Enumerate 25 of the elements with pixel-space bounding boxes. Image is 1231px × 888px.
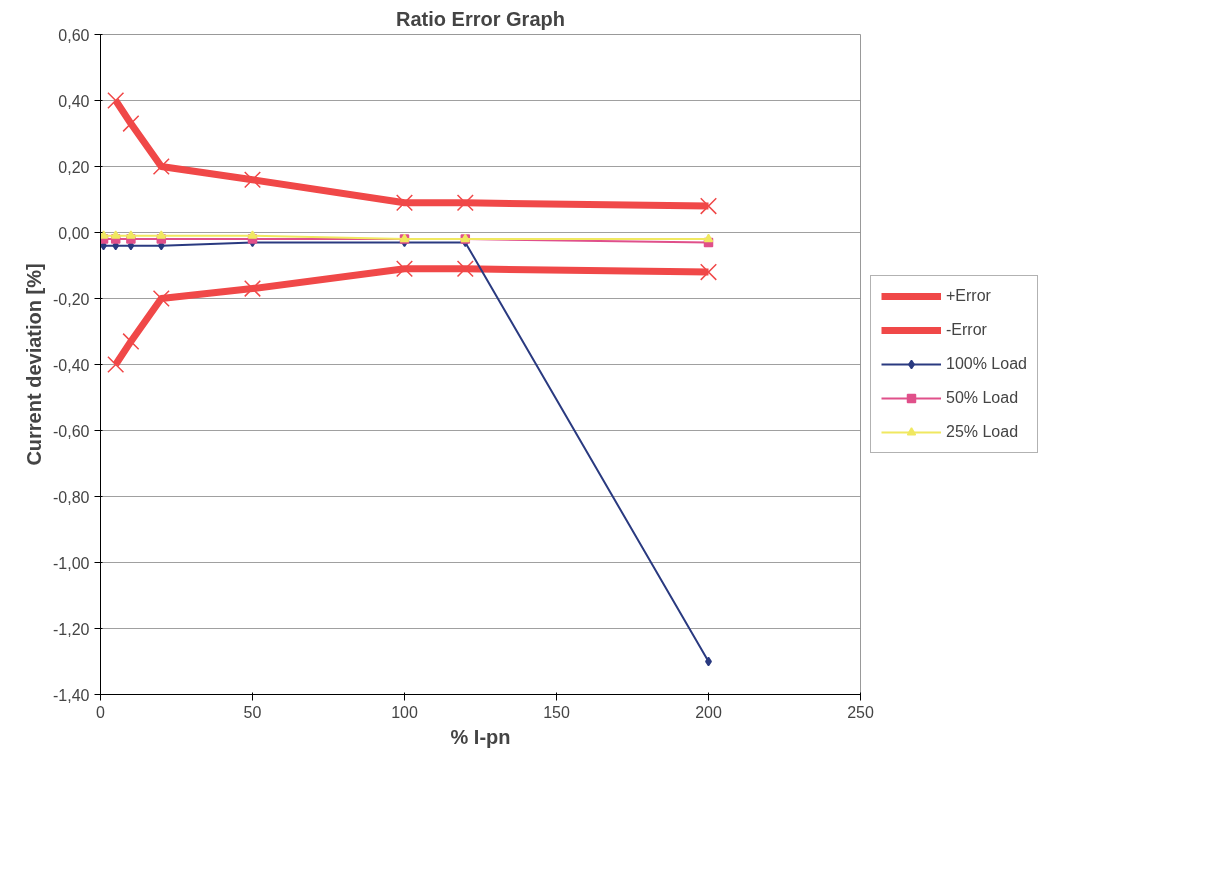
y-tick-label: -1,40 — [53, 686, 90, 704]
y-tick-label: -0,20 — [53, 290, 90, 308]
y-tick-label: -0,40 — [53, 356, 90, 374]
y-tick-label: 0,40 — [58, 92, 90, 110]
y-tick-label: 0,00 — [58, 224, 90, 242]
y-tick-label: -1,00 — [53, 554, 90, 572]
legend-label: 50% Load — [946, 389, 1019, 407]
legend-label: 25% Load — [946, 423, 1019, 441]
x-tick-label: 150 — [543, 703, 570, 721]
y-tick-label: -0,60 — [53, 422, 90, 440]
x-tick-label: 50 — [243, 703, 262, 721]
x-tick-label: 0 — [96, 703, 106, 721]
x-tick-label: 200 — [695, 703, 722, 721]
legend-label: 100% Load — [946, 355, 1027, 373]
y-axis-title: Current deviation [%] — [23, 263, 46, 466]
x-tick-label: 100 — [391, 703, 418, 721]
legend-label: +Error — [946, 287, 991, 305]
chart-title: Ratio Error Graph — [396, 7, 565, 30]
x-axis-title: % I-pn — [450, 725, 511, 748]
y-tick-label: -1,20 — [53, 620, 90, 638]
x-tick-label: 250 — [847, 703, 874, 721]
y-tick-label: -0,80 — [53, 488, 90, 506]
y-tick-label: 0,60 — [58, 26, 90, 44]
legend-label: -Error — [946, 321, 987, 339]
y-tick-label: 0,20 — [58, 158, 90, 176]
